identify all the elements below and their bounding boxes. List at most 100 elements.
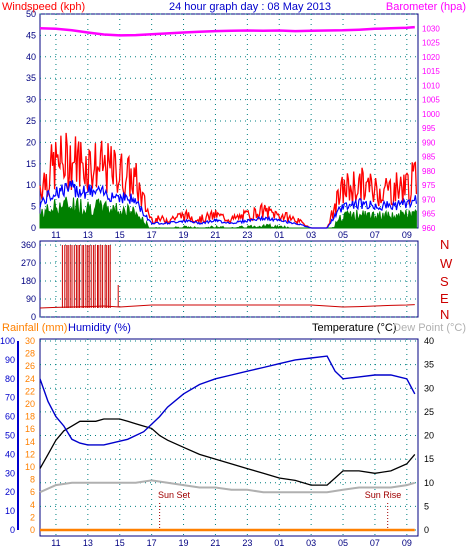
barometer-tick-label: 1005 <box>422 96 440 105</box>
barometer-tick-label: 960 <box>422 224 436 233</box>
x-tick-label: 07 <box>370 230 380 240</box>
wind-gust-series <box>39 132 418 229</box>
windspeed-tick-label: 15 <box>26 159 36 169</box>
barometer-tick-label: 1025 <box>422 39 440 48</box>
rainfall-tick-label: 14 <box>25 437 35 447</box>
windspeed-tick-label: 0 <box>31 223 36 233</box>
windspeed-tick-label: 45 <box>26 30 36 40</box>
x-tick-label: 11 <box>51 230 60 240</box>
x-tick-label: 13 <box>83 230 93 240</box>
humidity-tick-label: 30 <box>5 468 15 478</box>
wind-direction-spikes <box>61 245 119 308</box>
dewpoint-series <box>39 479 416 494</box>
temperature-tick-label: 15 <box>424 454 434 464</box>
wind-dir-label-e: E <box>440 291 449 306</box>
humidity-tick-label: 90 <box>5 355 15 365</box>
wind-average-fill-series <box>39 196 417 230</box>
rainfall-tick-label: 16 <box>25 424 35 434</box>
barometer-tick-label: 995 <box>422 124 436 133</box>
barometer-tick-label: 990 <box>422 138 436 147</box>
windspeed-tick-label: 20 <box>26 137 36 147</box>
wind-dir-label-n-top: N <box>440 237 449 252</box>
wind-dir-label-s: S <box>440 274 449 289</box>
humidity-tick-label: 20 <box>5 487 15 497</box>
barometer-tick-label: 980 <box>422 167 436 176</box>
x-tick-label: 09 <box>402 230 412 240</box>
x-tick-label: 17 <box>147 538 157 548</box>
rainfall-tick-label: 26 <box>25 361 35 371</box>
humidity-series <box>39 355 416 446</box>
windspeed-tick-label: 35 <box>26 73 36 83</box>
wind-direction-tick-label: 0 <box>31 312 36 322</box>
temperature-series <box>39 418 416 486</box>
x-tick-label: 05 <box>338 230 348 240</box>
x-tick-label: 15 <box>115 538 125 548</box>
x-tick-label: 11 <box>51 538 60 548</box>
x-tick-label: 01 <box>274 230 284 240</box>
dewpoint-axis-title: Dew Point (°C) <box>393 322 466 334</box>
rainfall-tick-label: 10 <box>25 462 35 472</box>
humidity-tick-label: 0 <box>10 525 15 535</box>
x-tick-label: 15 <box>115 230 125 240</box>
x-tick-label: 21 <box>210 230 220 240</box>
sunset-label: Sun Set <box>158 490 191 500</box>
x-tick-label: 03 <box>306 230 316 240</box>
rainfall-tick-label: 24 <box>25 374 35 384</box>
barometer-tick-label: 1020 <box>422 53 440 62</box>
barometer-tick-label: 975 <box>422 181 436 190</box>
humidity-tick-label: 40 <box>5 449 15 459</box>
temperature-tick-label: 35 <box>424 360 434 370</box>
x-tick-label: 23 <box>242 230 252 240</box>
wind-direction-plot-area <box>39 240 419 318</box>
x-tick-label: 19 <box>179 230 189 240</box>
barometer-tick-label: 1015 <box>422 67 440 76</box>
rainfall-tick-label: 12 <box>25 449 35 459</box>
rainfall-tick-label: 22 <box>25 386 35 396</box>
rainfall-tick-label: 2 <box>30 512 35 522</box>
temperature-axis-title: Temperature (°C) <box>312 322 396 334</box>
humidity-tick-label: 70 <box>5 393 15 403</box>
sunrise-label: Sun Rise <box>365 490 402 500</box>
rainfall-tick-label: 6 <box>30 487 35 497</box>
x-tick-label: 05 <box>338 538 348 548</box>
temperature-tick-label: 10 <box>424 478 434 488</box>
temperature-tick-label: 25 <box>424 407 434 417</box>
wind-direction-tick-label: 180 <box>21 276 36 286</box>
humidity-tick-label: 10 <box>5 506 15 516</box>
x-tick-label: 09 <box>402 538 412 548</box>
rainfall-tick-label: 28 <box>25 349 35 359</box>
x-tick-label: 21 <box>210 538 220 548</box>
barometer-series <box>39 25 415 37</box>
barometer-tick-label: 985 <box>422 153 436 162</box>
temperature-tick-label: 0 <box>424 525 429 535</box>
humidity-tick-label: 100 <box>0 336 15 346</box>
windspeed-tick-label: 10 <box>26 180 36 190</box>
rainfall-tick-label: 4 <box>30 500 35 510</box>
wind-dir-label-w: W <box>440 256 453 271</box>
x-tick-label: 13 <box>83 538 93 548</box>
temperature-tick-label: 30 <box>424 383 434 393</box>
barometer-tick-label: 1000 <box>422 110 440 119</box>
barometer-axis-title: Barometer (hpa) <box>386 1 466 13</box>
rainfall-tick-label: 0 <box>30 525 35 535</box>
barometer-tick-label: 1030 <box>422 24 440 33</box>
temperature-tick-label: 5 <box>424 501 429 511</box>
humidity-axis-title: Humidity (%) <box>68 322 131 334</box>
wind-direction-series <box>39 304 415 309</box>
series-layer <box>39 25 418 532</box>
x-tick-label: 23 <box>242 538 252 548</box>
chart-title: 24 hour graph day : 08 May 2013 <box>169 1 331 13</box>
barometer-tick-label: 965 <box>422 210 436 219</box>
humidity-tick-label: 80 <box>5 374 15 384</box>
temp-humidity-plot-area <box>39 338 419 537</box>
x-tick-label: 03 <box>306 538 316 548</box>
windspeed-tick-label: 40 <box>26 52 36 62</box>
rainfall-tick-label: 18 <box>25 412 35 422</box>
rainfall-tick-label: 30 <box>25 336 35 346</box>
wind-direction-tick-label: 360 <box>21 240 36 250</box>
windspeed-axis-title: Windspeed (kph) <box>2 1 85 13</box>
temperature-tick-label: 20 <box>424 431 434 441</box>
windspeed-tick-label: 5 <box>31 202 36 212</box>
